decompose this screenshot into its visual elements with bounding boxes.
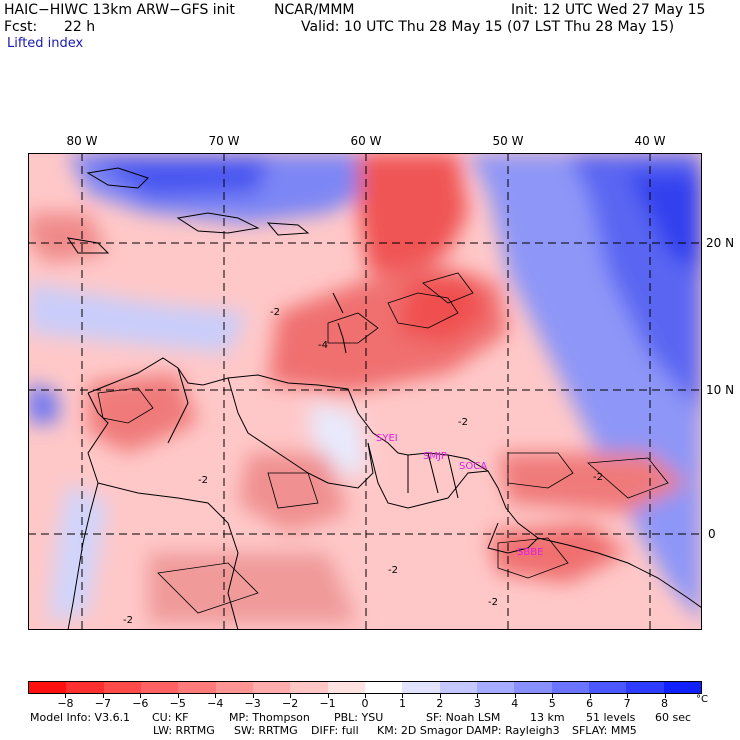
colorbar-tick	[552, 694, 554, 698]
lifted-index-map: -2 -4 -2 -2 -2 -2 -2 -2 SYEI SMJP SOCA S…	[28, 153, 702, 630]
contours	[97, 272, 669, 614]
colorbar-label: 7	[623, 697, 631, 710]
org-label: NCAR/MMM	[274, 2, 355, 18]
footer-sf: SF: Noah LSM	[426, 711, 501, 724]
contour-label: -2	[270, 307, 280, 318]
colorbar-swatch	[551, 682, 589, 693]
colorbar-tick	[215, 694, 217, 698]
colorbar-tick	[439, 694, 441, 698]
contour-label: -2	[488, 597, 498, 608]
footer-sw: SW: RRTMG	[234, 724, 298, 737]
colorbar-swatch	[215, 682, 253, 693]
field-name: Lifted index	[7, 36, 84, 51]
colorbar-swatch	[252, 682, 291, 693]
contour-label: -2	[458, 417, 468, 428]
colorbar-swatch	[514, 682, 552, 693]
footer-diff: DIFF: full	[311, 724, 359, 737]
footer-damp: DAMP: Rayleigh3	[466, 724, 560, 737]
contour-label: -4	[318, 340, 328, 351]
colorbar-label: −7	[94, 697, 111, 710]
colorbar-swatch	[103, 682, 141, 693]
contour-label: -2	[198, 475, 208, 486]
station-label-smjp: SMJP	[423, 451, 447, 462]
footer-timestep: 60 sec	[655, 711, 692, 724]
colorbar-label: 2	[436, 697, 444, 710]
colorbar-unit: °C	[696, 694, 708, 705]
colorbar-tick	[290, 694, 292, 698]
colorbar-label: −6	[132, 697, 149, 710]
colorbar-swatch	[327, 682, 365, 693]
colorbar-tick	[327, 694, 329, 698]
footer-mp: MP: Thompson	[229, 711, 310, 724]
colorbar-tick	[514, 694, 516, 698]
colorbar-tick	[477, 694, 479, 698]
footer-resolution: 13 km	[530, 711, 565, 724]
model-title: HAIC−HIWC 13km ARW−GFS init	[4, 2, 235, 18]
colorbar-swatch	[663, 682, 701, 693]
colorbar-tick	[177, 694, 179, 698]
colorbar-label: −2	[282, 697, 299, 710]
colorbar-label: 4	[511, 697, 519, 710]
colorbar-swatch	[364, 682, 403, 693]
colorbar-label: 3	[473, 697, 481, 710]
colorbar-tick	[140, 694, 142, 698]
colorbar-label: 8	[661, 697, 669, 710]
footer-model-info: Model Info: V3.6.1	[30, 711, 131, 724]
colorbar-label: −8	[57, 697, 74, 710]
lon-label: 80 W	[66, 134, 98, 148]
colorbar-swatch	[178, 682, 216, 693]
contour-label: -2	[593, 472, 603, 483]
station-label-sbbe: SBBE	[517, 547, 543, 558]
colorbar-swatch	[439, 682, 477, 693]
colorbar-tick	[664, 694, 666, 698]
colorbar-swatch	[626, 682, 664, 693]
contour-label: -2	[123, 615, 133, 626]
lon-label: 60 W	[350, 134, 382, 148]
colorbar	[28, 681, 702, 694]
colorbar-tick	[627, 694, 629, 698]
colorbar-label: −3	[244, 697, 261, 710]
station-label-syei: SYEI	[376, 433, 398, 444]
colorbar-tick	[402, 694, 404, 698]
colorbar-label: 0	[361, 697, 369, 710]
colorbar-label: −5	[169, 697, 186, 710]
colorbar-swatch	[140, 682, 179, 693]
footer-pbl: PBL: YSU	[334, 711, 384, 724]
colorbar-label: 1	[398, 697, 406, 710]
lon-label: 40 W	[634, 134, 666, 148]
colorbar-tick	[365, 694, 366, 698]
colorbar-swatch	[402, 682, 440, 693]
lat-label: 10 N	[706, 383, 735, 397]
colorbar-tick	[102, 694, 104, 698]
init-label: Init: 12 UTC Wed 27 May 15	[511, 2, 706, 18]
footer-lw: LW: RRTMG	[153, 724, 215, 737]
colorbar-swatch	[29, 682, 67, 693]
colorbar-tick	[65, 694, 67, 698]
colorbar-tick	[589, 694, 591, 698]
fcst-label: Fcst:	[4, 19, 38, 35]
colorbar-tick	[252, 694, 254, 698]
colorbar-label: 6	[586, 697, 594, 710]
footer-cu: CU: KF	[152, 711, 189, 724]
footer-levels: 51 levels	[586, 711, 636, 724]
lon-label: 70 W	[208, 134, 240, 148]
lat-label: 20 N	[706, 236, 735, 250]
colorbar-swatch	[66, 682, 104, 693]
map-frame	[28, 153, 702, 630]
footer-sflay: SFLAY: MM5	[572, 724, 637, 737]
lon-label: 50 W	[492, 134, 524, 148]
lat-label: 0	[708, 527, 716, 541]
colorbar-label: 5	[548, 697, 556, 710]
footer-km: KM: 2D Smagor	[377, 724, 463, 737]
colorbar-label: −1	[319, 697, 336, 710]
fcst-value: 22 h	[64, 19, 96, 35]
station-label-soca: SOCA	[459, 461, 487, 472]
colorbar-label: −4	[207, 697, 224, 710]
colorbar-swatch	[290, 682, 328, 693]
valid-label: Valid: 10 UTC Thu 28 May 15 (07 LST Thu …	[301, 19, 675, 35]
colorbar-swatch	[588, 682, 627, 693]
colorbar-swatch	[476, 682, 515, 693]
contour-label: -2	[388, 565, 398, 576]
